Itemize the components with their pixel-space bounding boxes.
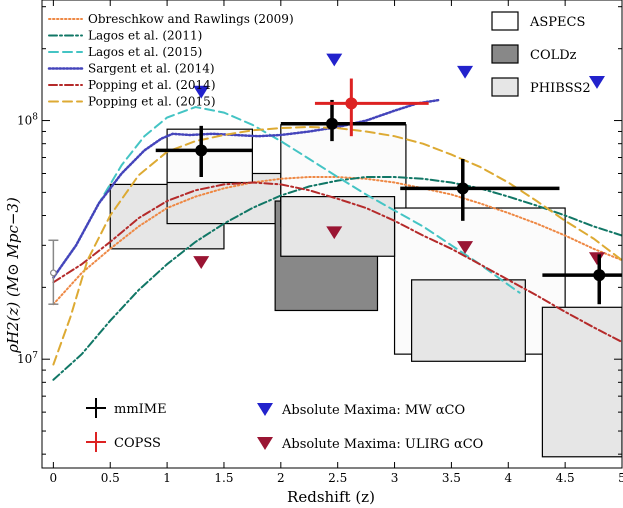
- copss-point: [345, 97, 358, 110]
- legend-label: COLDz: [530, 48, 577, 63]
- model-curve: [52, 105, 521, 294]
- mw-triangle: [588, 76, 605, 89]
- ulirg-triangle: [588, 252, 605, 265]
- x-tick-label: 3: [391, 471, 399, 485]
- x-tick-label: 2: [277, 471, 285, 485]
- legend-label: COPSS: [114, 436, 161, 451]
- x-tick-label: 1.5: [214, 471, 233, 485]
- model-curve: [52, 176, 622, 306]
- legend-label: Absolute Maxima: ULIRG αCO: [281, 437, 483, 452]
- x-tick-label: 3.5: [442, 471, 461, 485]
- mw-legend-icon: [257, 403, 273, 416]
- legend-label: mmIME: [114, 402, 167, 417]
- legend: Obreschkow and Rawlings (2009) Lagos et a…: [47, 11, 591, 452]
- x-tick-label: 1: [163, 471, 171, 485]
- model-curve: [52, 176, 622, 381]
- phibss2-box: [411, 279, 526, 362]
- mmime-point: [593, 269, 606, 282]
- mw-triangle: [457, 65, 474, 79]
- legend-box: [491, 11, 519, 31]
- legend-label: PHIBSS2: [530, 81, 591, 96]
- ulirg-triangle: [193, 256, 210, 269]
- mmime-point: [326, 117, 338, 130]
- local-point: [49, 269, 57, 277]
- model-curves: [52, 98, 622, 381]
- legend-label: Lagos et al. (2015): [88, 45, 202, 59]
- mw-triangle: [193, 85, 210, 99]
- legend-label: Popping et al. (2014): [88, 78, 216, 92]
- legend-label: ASPECS: [529, 15, 585, 30]
- mw-triangle: [326, 53, 343, 67]
- ulirg-triangle: [457, 241, 474, 254]
- aspecs-box: [166, 128, 253, 184]
- x-tick-label: 2.5: [328, 471, 347, 485]
- model-curve: [52, 98, 442, 279]
- y-axis-label: ρH2(z) (M⊙ Mpc−3): [4, 197, 22, 354]
- model-curve: [52, 125, 622, 366]
- model-curve: [52, 181, 622, 343]
- data-boxes: [109, 124, 622, 458]
- mmime-point: [456, 182, 469, 195]
- legend-label: Obreschkow and Rawlings (2009): [88, 12, 294, 26]
- x-tick-label: 0: [50, 471, 58, 485]
- legend-label: Popping et al. (2015): [88, 95, 216, 109]
- y-tick-label: 108: [17, 113, 38, 128]
- x-tick-label: 0.5: [101, 471, 120, 485]
- x-tick-label: 4: [504, 471, 512, 485]
- legend-label: Absolute Maxima: MW αCO: [281, 403, 465, 418]
- plot-frame: [41, 0, 623, 469]
- ulirg-legend-icon: [257, 437, 273, 450]
- data-points: [48, 53, 622, 305]
- legend-label: Lagos et al. (2011): [88, 29, 202, 43]
- legend-label: Sargent et al. (2014): [88, 62, 215, 76]
- ulirg-triangle: [326, 226, 343, 240]
- legend-box: [491, 77, 519, 97]
- x-tick-label: 4.5: [556, 471, 575, 485]
- legend-box: [491, 44, 519, 64]
- mmime-point: [195, 144, 208, 157]
- phibss2-box: [541, 306, 622, 458]
- x-axis-label: Redshift (z): [287, 488, 375, 506]
- x-tick-label: 5: [618, 471, 623, 485]
